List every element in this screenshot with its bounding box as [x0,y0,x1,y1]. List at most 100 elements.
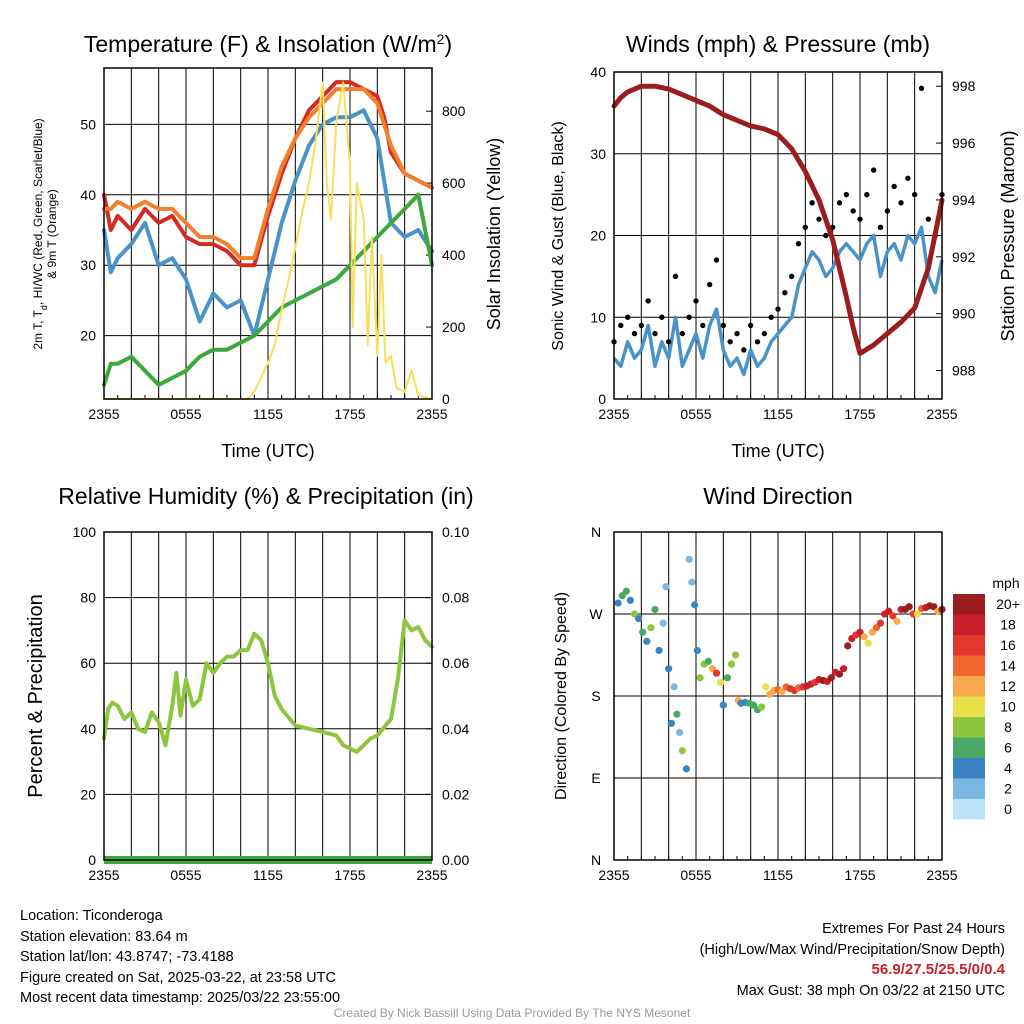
y-tick-label: 0 [88,852,96,868]
x-tick-label: 2355 [416,867,447,883]
gust-point [665,339,672,345]
y-right-axis-label: Station Pressure (Maroon) [998,130,1018,341]
y-axis-label: Sonic Wind & Gust (Blue, Black) [550,121,567,350]
gust-point [857,216,863,222]
extremes-panel: Extremes For Past 24 Hours (High/Low/Max… [700,919,1005,1001]
y-tick-label: 0 [598,391,606,407]
direction-point [622,587,630,595]
y-right-tick-label: 400 [442,247,466,263]
direction-point [719,701,727,709]
direction-point [840,665,848,673]
legend-swatch [953,717,985,738]
panel-title: Relative Humidity (%) & Precipitation (i… [58,483,473,509]
gust-point [843,191,850,198]
y-tick-label: 10 [590,309,606,325]
wind-pressure-panel: 2355 0555 1155 1755 235501020304098899099299… [550,31,1018,461]
direction-point [635,614,643,623]
y-axis-label: 2m T, Td, HI/WC (Red, Green, Scarlet/Blu… [31,118,59,349]
direction-point [685,555,693,563]
title-close: ) [444,31,452,57]
y-right-tick-label: 0 [442,391,450,407]
series-line [102,108,434,338]
plot-frame [103,67,433,400]
series-line [612,225,944,377]
y-label-sub: d [39,305,49,310]
gust-point [905,175,911,181]
station-location: Location: Ticonderoga [20,908,163,924]
y-tick-label: 100 [73,524,97,540]
direction-point [647,624,655,632]
legend-label: 2 [1004,781,1012,797]
y-right-tick-label: 994 [952,192,976,208]
gust-point [925,216,932,222]
gust-point [761,330,768,337]
direction-point [691,601,699,609]
y-right-tick-label: 996 [952,135,976,151]
gust-point [870,167,877,173]
y-tick-label: 40 [80,721,96,737]
legend-label: 16 [1000,637,1016,653]
direction-point [860,633,868,641]
direction-point [693,646,701,655]
direction-point [704,657,712,665]
gust-point [618,322,624,329]
speed-legend: mph 20+ 18 16 14 12 10 8 6 4 2 0 [953,575,1020,820]
direction-point [673,710,681,718]
panel-title: Wind Direction [703,483,853,509]
gust-point [686,314,692,320]
extremes-header: Extremes For Past 24 Hours [822,921,1005,937]
y-tick-label: 30 [80,257,96,273]
gust-point [782,290,788,296]
direction-point [732,651,740,659]
direction-point [682,765,691,773]
gust-point [795,240,802,247]
x-tick-label: 2355 [598,867,629,883]
legend-label: 12 [1000,678,1016,694]
y-axis-label: Direction (Colored By Speed) [553,592,570,800]
y-label-part: & 9m T (Orange) [45,189,59,279]
gust-point [734,330,740,337]
station-elevation: Station elevation: 83.64 m [20,928,188,945]
y-right-tick-label: 0.00 [442,852,469,868]
title-superscript: 2 [437,31,445,47]
legend-swatch [953,696,985,717]
direction-point [844,642,852,650]
legend-swatch [953,778,985,799]
x-axis-label: Time (UTC) [221,441,314,461]
x-tick-label: 0555 [680,867,711,883]
y-right-axis-label: Solar Insolation (Yellow) [484,138,504,330]
gust-point [802,224,809,231]
gust-point [884,208,891,214]
legend-swatch [953,758,985,779]
temperature-panel: 2355 0555 1155 1755 2355 20 30 40 50 0 200 400 600 80… [31,31,504,461]
x-tick-label: 1755 [334,867,365,883]
y-right-tick-label: 992 [952,249,976,265]
direction-point [876,619,885,627]
direction-point [626,596,635,604]
x-tick-label: 2355 [88,867,119,883]
legend-label: 4 [1004,760,1012,776]
gust-point [713,257,720,263]
gust-point [918,85,925,92]
y-right-tick-label: 800 [442,103,466,119]
direction-point [678,747,686,755]
gust-point [775,306,781,312]
direction-point [676,728,684,737]
legend-swatch [953,635,985,656]
x-tick-label: 2355 [88,406,119,422]
legend-swatch [953,594,985,615]
x-tick-label: 2355 [926,406,957,422]
gust-point [659,314,665,320]
y-right-tick-label: 990 [952,306,976,322]
humidity-panel: 2355 0555 1155 1755 23550204060801000.000.02… [25,483,474,883]
max-gust: Max Gust: 38 mph On 03/22 at 2150 UTC [736,982,1005,999]
y-tick-label: 30 [590,146,606,162]
gust-point [754,339,761,345]
gust-point [645,298,651,304]
y-axis-label: Percent & Precipitation [25,594,47,797]
extremes-values: 56.9/27.5/25.5/0/0.4 [871,961,1005,978]
y-tick-label: N [591,852,601,868]
x-tick-label: 1755 [334,406,365,422]
x-tick-label: 0555 [170,406,201,422]
